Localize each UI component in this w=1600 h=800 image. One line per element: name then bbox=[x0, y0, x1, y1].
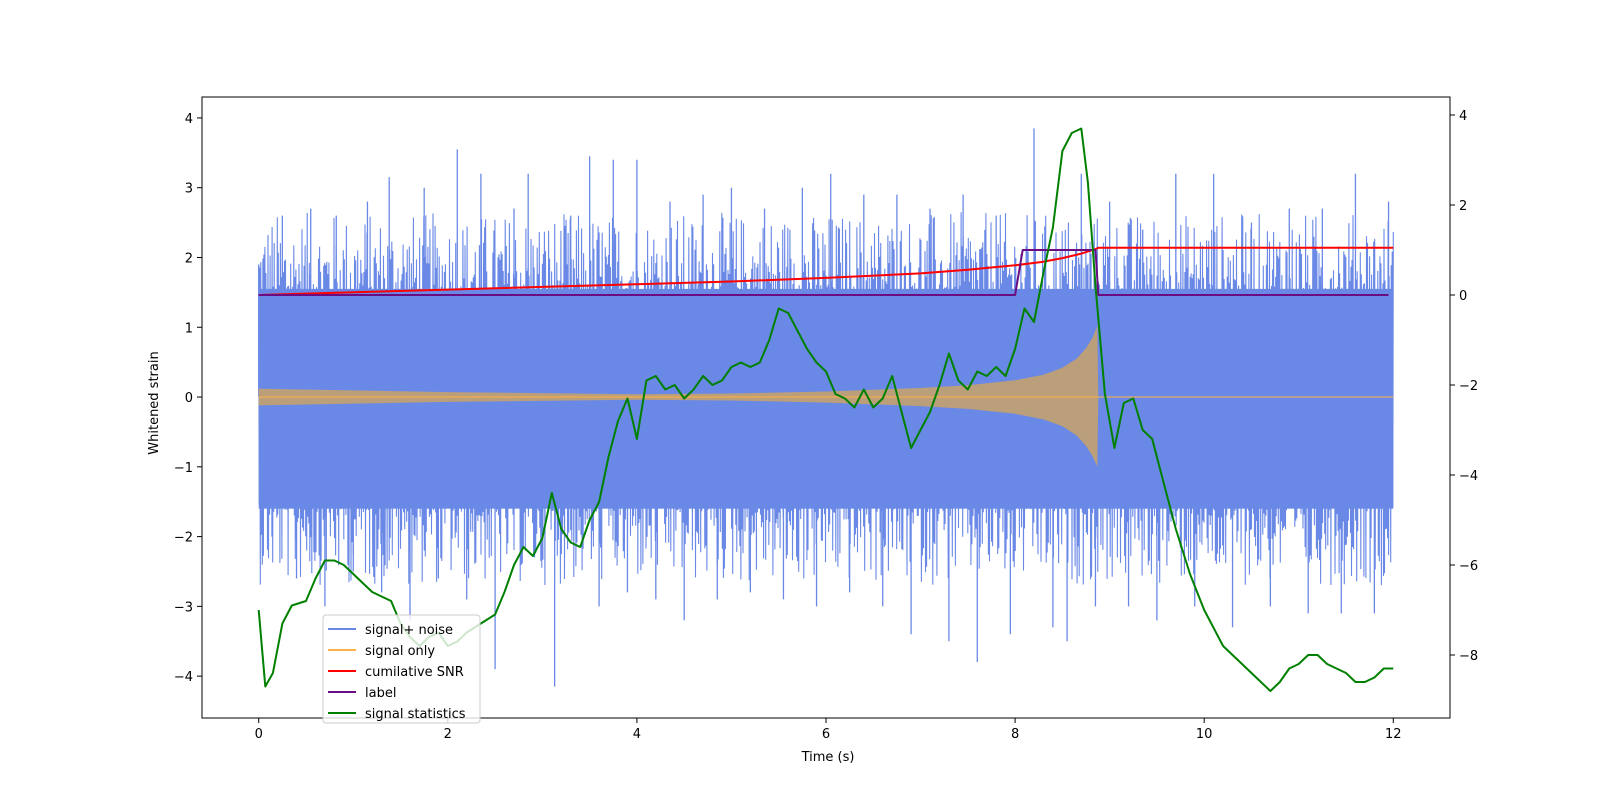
y-axis-label: Whitened strain bbox=[147, 351, 162, 454]
legend-label: cumilative SNR bbox=[365, 665, 464, 680]
y-tick-label: 1 bbox=[185, 321, 193, 336]
y-tick-label: 4 bbox=[185, 112, 193, 127]
y2-tick-label: −6 bbox=[1459, 559, 1478, 574]
y2-tick-label: 4 bbox=[1459, 109, 1467, 124]
y-tick-label: 0 bbox=[185, 391, 193, 406]
plot-area bbox=[257, 127, 1394, 692]
x-tick-label: 8 bbox=[1011, 727, 1019, 742]
legend-box bbox=[322, 614, 481, 724]
y2-tick-label: −2 bbox=[1459, 379, 1478, 394]
series-cumilative-snr-line bbox=[258, 246, 1394, 296]
series-group bbox=[257, 127, 1394, 692]
y-tick-label: −3 bbox=[174, 600, 193, 615]
signal-noise-line bbox=[258, 212, 1394, 586]
y2-tick-label: −4 bbox=[1459, 469, 1478, 484]
y2-tick-label: 2 bbox=[1459, 199, 1467, 214]
signal-only-envelope bbox=[258, 325, 1394, 467]
x-tick-label: 12 bbox=[1385, 727, 1402, 742]
legend-label: signal statistics bbox=[365, 707, 466, 722]
y-tick-label: −1 bbox=[174, 461, 193, 476]
x-tick-label: 2 bbox=[444, 727, 452, 742]
x-tick-label: 4 bbox=[633, 727, 641, 742]
y-tick-label: 3 bbox=[185, 182, 193, 197]
y2-tick-label: 0 bbox=[1459, 289, 1467, 304]
y-tick-label: −2 bbox=[174, 531, 193, 546]
y2-tick-label: −8 bbox=[1459, 649, 1478, 664]
legend-label: label bbox=[365, 686, 396, 701]
x-tick-label: 6 bbox=[822, 727, 830, 742]
x-tick-label: 0 bbox=[255, 727, 263, 742]
legend: signal+ noise signal only cumilative SNR la… bbox=[322, 614, 481, 724]
x-axis-label: Time (s) bbox=[801, 750, 855, 765]
y-tick-label: 2 bbox=[185, 251, 193, 266]
legend-label: signal+ noise bbox=[365, 623, 453, 638]
series-label-line bbox=[258, 249, 1389, 296]
x-tick-label: 10 bbox=[1196, 727, 1213, 742]
legend-label: signal only bbox=[365, 644, 435, 659]
y-tick-label: −4 bbox=[174, 670, 193, 685]
